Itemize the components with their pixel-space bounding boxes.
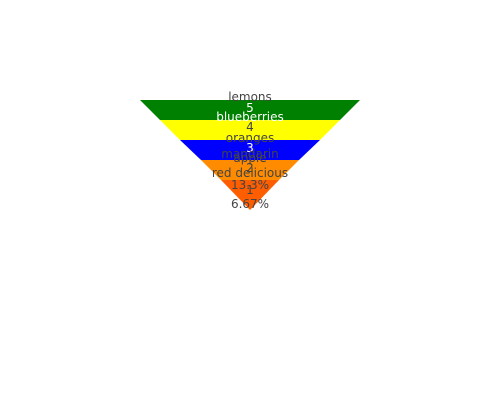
funnel-band (221, 180, 279, 210)
funnel-bands (140, 100, 360, 210)
funnel-label: red delicious (212, 166, 288, 180)
funnel-label: blueberries (216, 110, 284, 124)
funnel-label: apple (233, 151, 266, 165)
funnel-band (160, 120, 340, 140)
funnel-band (140, 100, 360, 120)
funnel-label: 2 (246, 161, 254, 175)
funnel-label: oranges (226, 131, 275, 145)
funnel-label: 3 (246, 141, 254, 155)
funnel-label: 1 (246, 183, 254, 197)
funnel-label: 13.3% (231, 178, 269, 192)
funnel-label: mandarin (221, 147, 279, 161)
funnel-label: 5 (246, 101, 254, 115)
funnel-band (180, 140, 320, 160)
funnel-label: lemons (228, 90, 272, 104)
funnel-labels: lemons5blueberries4oranges3mandarinapple… (212, 90, 288, 211)
funnel-label: 4 (246, 120, 254, 134)
funnel-band (201, 160, 299, 180)
funnel-label: 6.67% (231, 197, 269, 211)
